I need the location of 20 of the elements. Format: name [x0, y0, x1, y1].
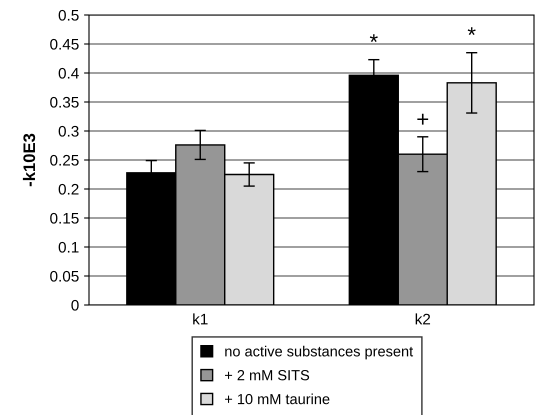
data-label: *	[370, 34, 378, 42]
y-tick-label: 0.3	[58, 126, 79, 137]
y-tick-label: 0.45	[50, 38, 79, 50]
y-tick-label: 0.25	[50, 154, 79, 166]
y-tick-label: 0.15	[50, 212, 79, 224]
legend-label: + 2 mM SITS	[224, 370, 310, 380]
data-label: +	[417, 114, 428, 125]
y-axis-title: -k10E3	[22, 134, 36, 186]
y-tick-label: 0.5	[58, 10, 79, 21]
y-tick-label: 0.2	[58, 184, 79, 195]
data-label: *	[468, 27, 476, 36]
legend-label: + 10 mM taurine	[224, 394, 330, 404]
y-tick-label: 0.1	[58, 242, 79, 253]
x-tick-label: k2	[416, 313, 430, 324]
y-tick-label: 0.05	[50, 270, 79, 282]
x-tick-label: k1	[193, 313, 208, 324]
y-tick-label: 0.35	[50, 96, 79, 108]
legend-label: no active substances present	[225, 346, 414, 360]
y-tick-label: 0.4	[58, 68, 79, 79]
y-tick-label: 0	[71, 300, 79, 311]
